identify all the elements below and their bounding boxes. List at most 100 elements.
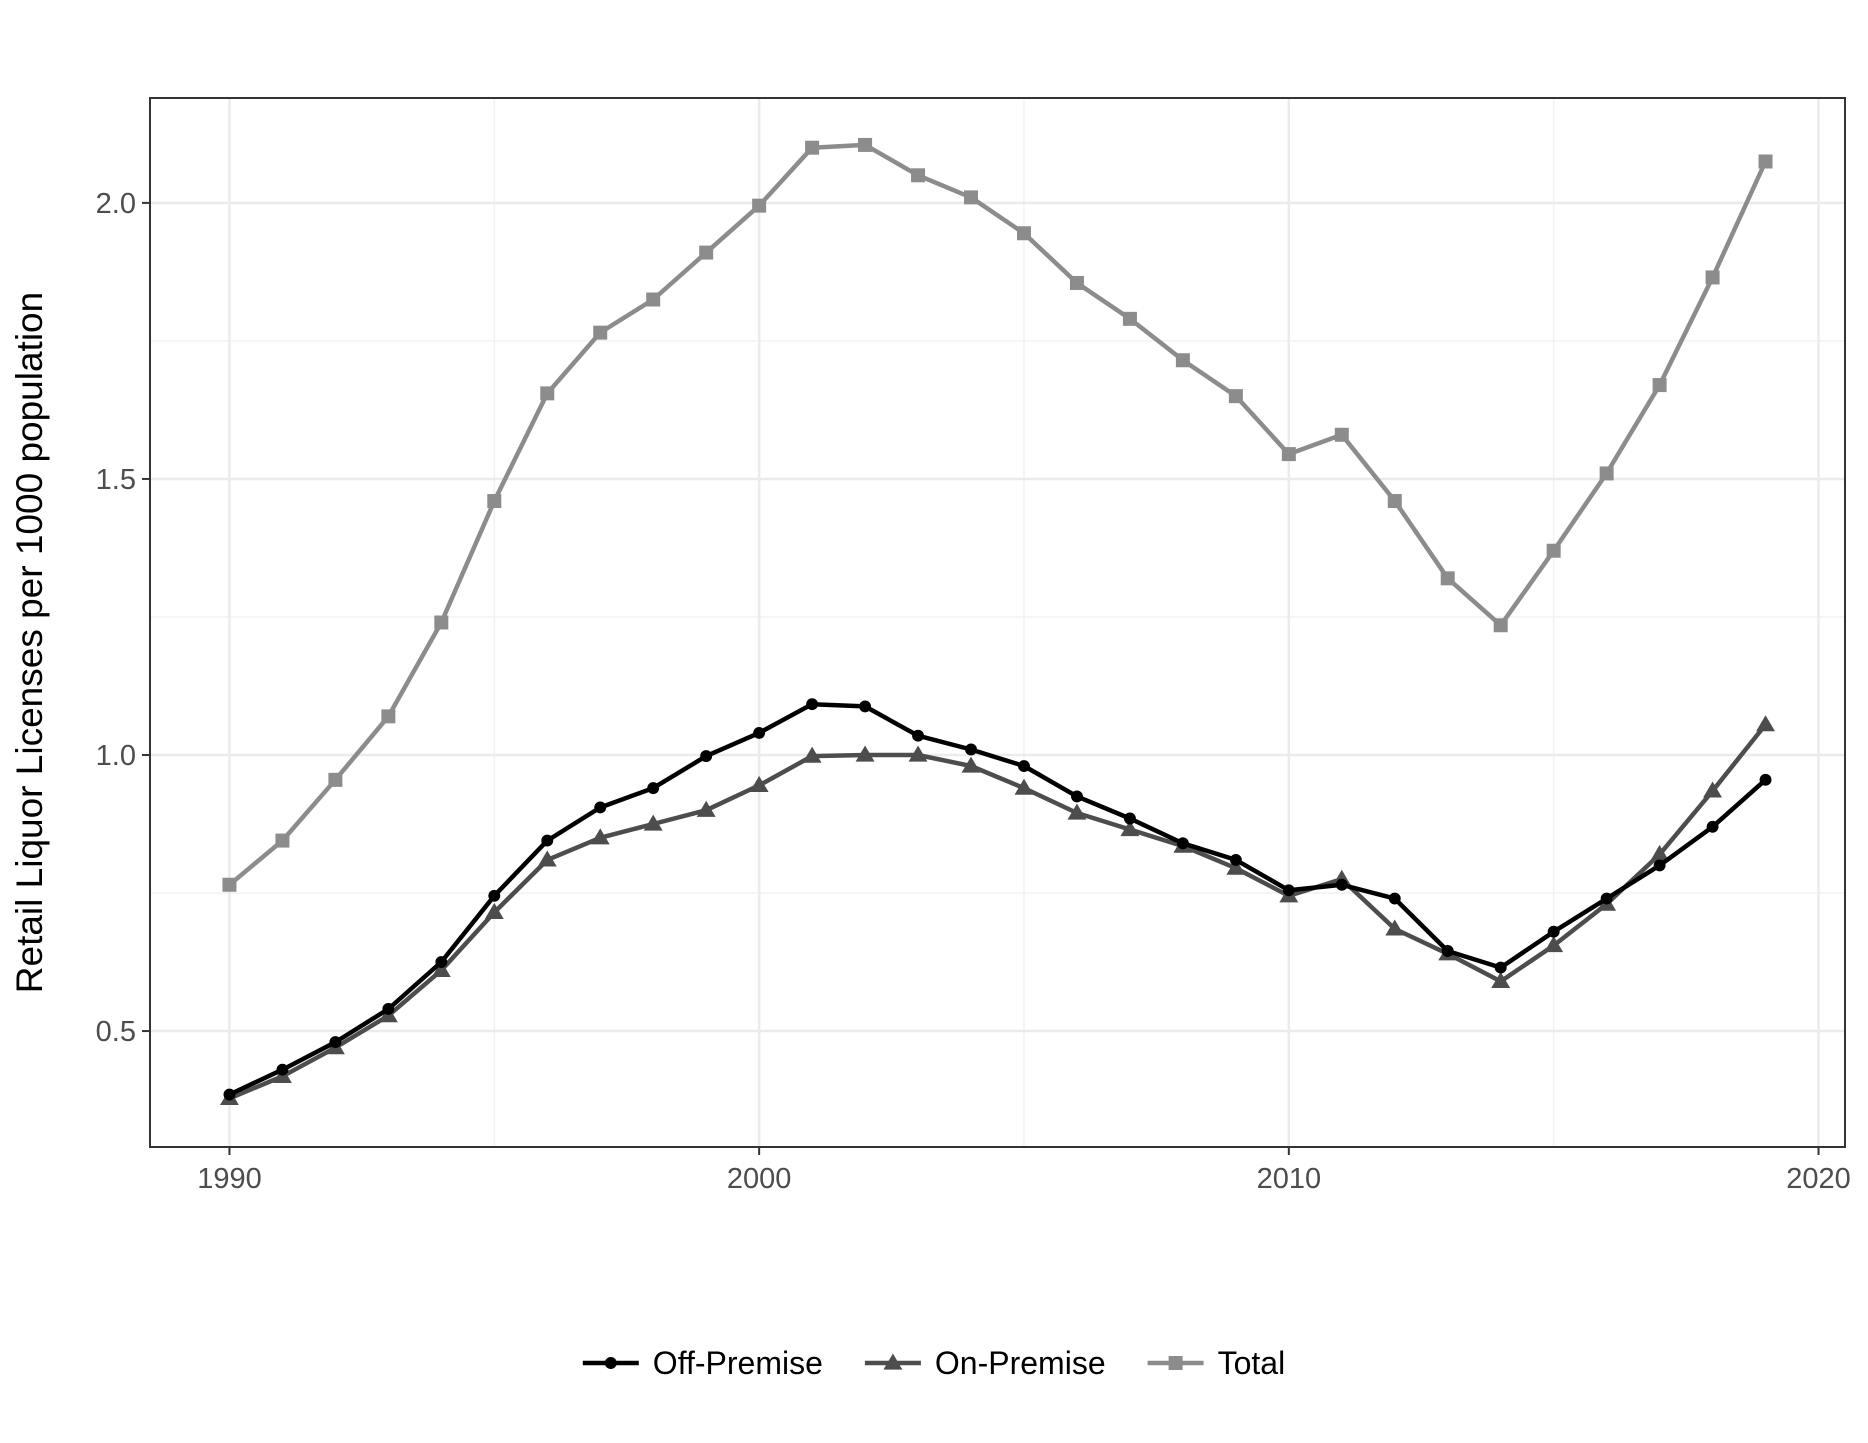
- data-point-on-premise: [1014, 778, 1034, 795]
- data-point-off-premise: [1071, 790, 1083, 803]
- data-point-on-premise: [590, 828, 610, 845]
- plot-panel: [149, 97, 1846, 1148]
- legend-item-total: Total: [1147, 1345, 1286, 1381]
- data-point-on-premise: [1544, 936, 1564, 953]
- data-point-total: [540, 386, 555, 401]
- data-point-on-premise: [1385, 919, 1405, 936]
- data-point-off-premise: [1018, 760, 1030, 772]
- data-point-off-premise: [223, 1088, 236, 1101]
- data-point-off-premise: [1388, 892, 1401, 905]
- data-point-total: [1758, 154, 1773, 169]
- data-point-on-premise: [1120, 820, 1140, 837]
- data-point-total: [1228, 389, 1243, 404]
- data-point-off-premise: [1335, 878, 1348, 891]
- data-point-off-premise: [1123, 812, 1136, 825]
- data-point-off-premise: [647, 782, 660, 795]
- data-point-off-premise: [488, 889, 501, 902]
- data-point-on-premise: [1226, 858, 1246, 875]
- data-point-off-premise: [1441, 945, 1454, 957]
- data-point-on-premise: [1491, 971, 1511, 988]
- data-point-off-premise: [382, 1003, 395, 1015]
- legend-item-off-premise: Off-Premise: [582, 1345, 823, 1381]
- x-axis: 1990 2000 2010 2020: [197, 1147, 1851, 1195]
- data-point-on-premise: [908, 745, 928, 762]
- data-point-total: [1387, 494, 1402, 509]
- data-point-on-premise: [643, 814, 663, 831]
- data-point-total: [964, 190, 979, 205]
- data-point-on-premise: [1650, 844, 1670, 861]
- data-point-total: [593, 325, 608, 340]
- data-point-on-premise: [431, 960, 451, 977]
- y-tick-label: 1.0: [96, 740, 136, 772]
- data-point-total: [381, 709, 396, 724]
- data-point-off-premise: [753, 726, 766, 739]
- data-point-on-premise: [1756, 715, 1775, 732]
- data-point-off-premise: [1282, 884, 1295, 897]
- legend-label: Total: [1218, 1345, 1286, 1381]
- data-point-total: [911, 168, 926, 183]
- legend: Off-Premise On-Premise Total: [582, 1345, 1286, 1381]
- data-point-on-premise: [802, 746, 822, 763]
- series-line-off-premise: [228, 701, 1767, 1097]
- y-tick-label: 1.5: [96, 464, 136, 496]
- data-point-off-premise: [1494, 961, 1507, 974]
- x-tick-label: 2000: [727, 1163, 792, 1195]
- x-tick-label: 2020: [1786, 1163, 1851, 1195]
- data-point-off-premise: [435, 956, 448, 968]
- data-point-total: [1440, 571, 1455, 586]
- data-point-total: [275, 833, 290, 848]
- data-point-on-premise: [855, 745, 875, 762]
- data-point-total: [1546, 543, 1561, 558]
- data-point-total: [1122, 311, 1137, 326]
- series-line-total: [228, 142, 1768, 887]
- data-point-off-premise: [541, 834, 554, 847]
- data-point-total: [434, 615, 449, 630]
- y-axis-title: Retail Liquor Licenses per 1000 populati…: [9, 292, 50, 993]
- data-point-on-premise: [1703, 781, 1723, 798]
- data-point-off-premise: [912, 729, 924, 742]
- data-point-on-premise: [696, 800, 716, 817]
- data-point-off-premise: [1176, 837, 1189, 850]
- series-on-premise: [220, 715, 1775, 1106]
- data-point-on-premise: [484, 902, 504, 919]
- data-point-total: [646, 292, 661, 307]
- grid: [150, 98, 1845, 1147]
- x-tick-label: 1990: [197, 1163, 262, 1195]
- series-layer: [220, 137, 1775, 1106]
- legend-key-marker: [883, 1353, 903, 1370]
- data-point-off-premise: [276, 1063, 289, 1076]
- series-off-premise: [223, 698, 1772, 1101]
- legend-item-on-premise: On-Premise: [864, 1345, 1106, 1381]
- data-point-total: [328, 772, 343, 787]
- legend-label: Off-Premise: [653, 1345, 823, 1381]
- legend-label: On-Premise: [935, 1345, 1106, 1381]
- x-tick-label: 2010: [1257, 1163, 1322, 1195]
- data-point-off-premise: [806, 698, 819, 711]
- data-point-off-premise: [1547, 925, 1560, 938]
- data-point-on-premise: [537, 850, 557, 867]
- data-point-off-premise: [329, 1036, 342, 1049]
- data-point-total: [1016, 226, 1031, 241]
- data-point-off-premise: [965, 743, 977, 756]
- data-point-total: [1705, 270, 1720, 285]
- legend-key-marker: [1168, 1356, 1183, 1370]
- data-point-off-premise: [594, 801, 607, 814]
- data-point-total: [1281, 447, 1296, 462]
- data-point-off-premise: [1706, 820, 1719, 833]
- data-point-total: [805, 140, 820, 155]
- data-point-off-premise: [859, 700, 872, 713]
- data-point-total: [487, 494, 502, 509]
- data-point-on-premise: [961, 756, 981, 773]
- series-line-on-premise: [228, 723, 1768, 1101]
- series-total: [222, 137, 1773, 892]
- data-point-off-premise: [700, 750, 713, 763]
- data-point-off-premise: [1600, 892, 1613, 905]
- data-point-total: [1652, 378, 1667, 393]
- data-point-total: [1069, 275, 1084, 290]
- data-point-on-premise: [1067, 803, 1087, 820]
- data-point-total: [1493, 618, 1508, 633]
- data-point-total: [1599, 466, 1614, 481]
- data-point-total: [1175, 353, 1190, 368]
- legend-key-marker: [604, 1357, 617, 1369]
